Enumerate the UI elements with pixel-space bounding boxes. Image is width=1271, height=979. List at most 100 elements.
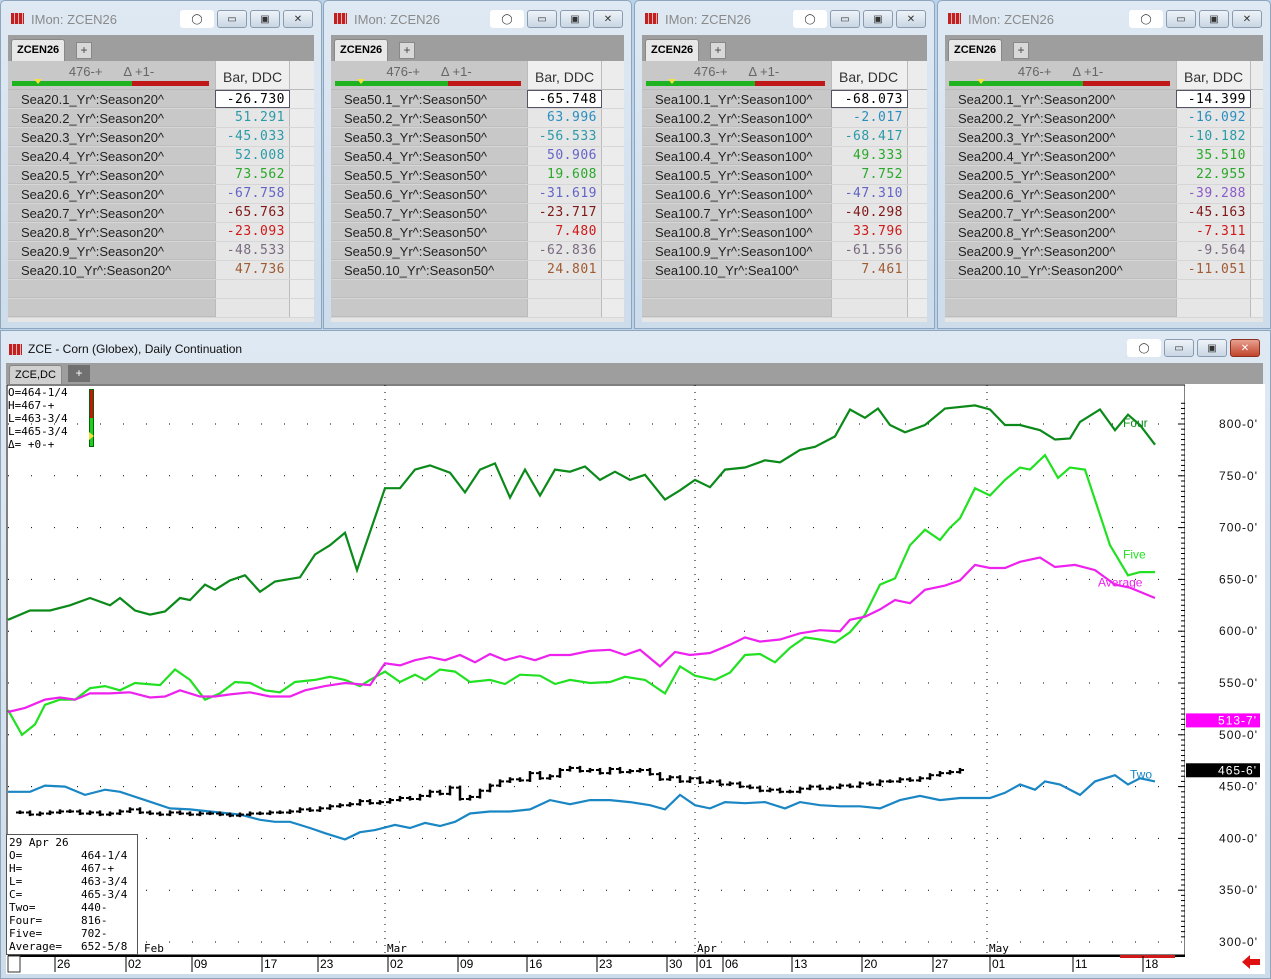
- table-row[interactable]: Sea50.10_Yr^:Season50^ 24.801: [331, 261, 624, 280]
- add-tab-button[interactable]: +: [1013, 42, 1029, 59]
- tab-zce-dc[interactable]: ZCE,DC: [9, 365, 62, 384]
- add-tab-button[interactable]: +: [68, 365, 90, 382]
- circle-icon: ◯: [191, 13, 203, 25]
- minimize-button[interactable]: ▭: [1164, 339, 1194, 357]
- table-row[interactable]: Sea20.8_Yr^:Season20^ -23.093: [8, 223, 314, 242]
- table-row[interactable]: Sea100.6_Yr^:Season100^ -47.310: [642, 185, 927, 204]
- study-name: Sea200.8_Yr^:Season200^: [945, 223, 1176, 241]
- table-row[interactable]: Sea20.2_Yr^:Season20^ 51.291: [8, 109, 314, 128]
- symbol-header[interactable]: 476-+ Δ +1-: [642, 61, 831, 89]
- table-row[interactable]: Sea200.8_Yr^:Season200^ -7.311: [945, 223, 1263, 242]
- table-row[interactable]: Sea20.9_Yr^:Season20^ -48.533: [8, 242, 314, 261]
- tab-zcen26[interactable]: ZCEN26: [334, 39, 389, 61]
- table-row[interactable]: Sea200.7_Yr^:Season200^ -45.163: [945, 204, 1263, 223]
- table-row[interactable]: Sea200.9_Yr^:Season200^ -9.564: [945, 242, 1263, 261]
- table-row[interactable]: Sea20.10_Yr^:Season20^ 47.736: [8, 261, 314, 280]
- table-row[interactable]: Sea100.7_Yr^:Season100^ -40.298: [642, 204, 927, 223]
- grid-header: 476-+ Δ +1- Bar, DDC: [642, 61, 927, 90]
- maximize-button[interactable]: ▣: [1199, 10, 1229, 28]
- table-row[interactable]: Sea50.7_Yr^:Season50^ -23.717: [331, 204, 624, 223]
- link-button[interactable]: ◯: [1129, 10, 1163, 28]
- tab-zcen26[interactable]: ZCEN26: [948, 39, 1003, 61]
- table-row[interactable]: Sea50.3_Yr^:Season50^ -56.533: [331, 128, 624, 147]
- study-name: Sea100.10_Yr^:Sea100^: [642, 261, 831, 279]
- table-row[interactable]: Sea100.4_Yr^:Season100^ 49.333: [642, 147, 927, 166]
- close-button[interactable]: ✕: [283, 10, 313, 28]
- table-row[interactable]: Sea20.4_Yr^:Season20^ 52.008: [8, 147, 314, 166]
- column-header[interactable]: Bar, DDC: [1176, 61, 1251, 89]
- table-row[interactable]: Sea50.4_Yr^:Season50^ 50.906: [331, 147, 624, 166]
- table-row[interactable]: Sea100.2_Yr^:Season100^ -2.017: [642, 109, 927, 128]
- scroll-handle[interactable]: [7, 955, 21, 973]
- table-row[interactable]: Sea100.9_Yr^:Season100^ -61.556: [642, 242, 927, 261]
- table-row[interactable]: Sea50.2_Yr^:Season50^ 63.996: [331, 109, 624, 128]
- link-button[interactable]: ◯: [1127, 339, 1161, 357]
- price-bar: [276, 810, 284, 815]
- table-row[interactable]: Sea50.1_Yr^:Season50^ -65.748: [331, 90, 624, 109]
- header-price: 476-+: [386, 64, 420, 79]
- minimize-icon: ▭: [1174, 342, 1184, 354]
- price-chart[interactable]: 300-0' 350-0' 400-0' 450-0' 500-0' 550-0' 600-…: [0, 384, 1271, 979]
- table-row[interactable]: Sea50.5_Yr^:Season50^ 19.608: [331, 166, 624, 185]
- price-bar: [256, 811, 264, 816]
- table-row[interactable]: Sea20.6_Yr^:Season20^ -67.758: [8, 185, 314, 204]
- close-button[interactable]: ✕: [1230, 339, 1260, 357]
- maximize-button[interactable]: ▣: [560, 10, 590, 28]
- table-row[interactable]: Sea200.5_Yr^:Season200^ 22.955: [945, 166, 1263, 185]
- empty-row: [642, 280, 927, 299]
- link-button[interactable]: ◯: [180, 10, 214, 28]
- column-header[interactable]: Bar, DDC: [831, 61, 908, 89]
- price-bar: [86, 810, 94, 816]
- table-row[interactable]: Sea100.5_Yr^:Season100^ 7.752: [642, 166, 927, 185]
- data-value: 464-1/4: [81, 849, 128, 862]
- tab-zcen26[interactable]: ZCEN26: [11, 39, 66, 61]
- column-header[interactable]: Bar, DDC: [215, 61, 290, 89]
- symbol-header[interactable]: 476-+ Δ +1-: [8, 61, 215, 89]
- minimize-button[interactable]: ▭: [217, 10, 247, 28]
- table-row[interactable]: Sea50.9_Yr^:Season50^ -62.836: [331, 242, 624, 261]
- minimize-button[interactable]: ▭: [527, 10, 557, 28]
- table-row[interactable]: Sea100.3_Yr^:Season100^ -68.417: [642, 128, 927, 147]
- meter-pointer-icon: [89, 432, 94, 440]
- close-button[interactable]: ✕: [1232, 10, 1262, 28]
- close-button[interactable]: ✕: [593, 10, 623, 28]
- table-row[interactable]: Sea20.3_Yr^:Season20^ -45.033: [8, 128, 314, 147]
- study-name: Sea100.4_Yr^:Season100^: [642, 147, 831, 165]
- symbol-header[interactable]: 476-+ Δ +1-: [331, 61, 527, 89]
- table-row[interactable]: Sea20.5_Yr^:Season20^ 73.562: [8, 166, 314, 185]
- table-row[interactable]: Sea100.10_Yr^:Sea100^ 7.461: [642, 261, 927, 280]
- add-tab-button[interactable]: +: [710, 42, 726, 59]
- link-button[interactable]: ◯: [793, 10, 827, 28]
- table-row[interactable]: Sea200.6_Yr^:Season200^ -39.288: [945, 185, 1263, 204]
- table-row[interactable]: Sea200.4_Yr^:Season200^ 35.510: [945, 147, 1263, 166]
- table-row[interactable]: Sea100.1_Yr^:Season100^ -68.073: [642, 90, 927, 109]
- table-row[interactable]: Sea50.6_Yr^:Season50^ -31.619: [331, 185, 624, 204]
- price-bar: [456, 785, 464, 801]
- tab-zcen26[interactable]: ZCEN26: [645, 39, 700, 61]
- close-button[interactable]: ✕: [896, 10, 926, 28]
- minimize-button[interactable]: ▭: [830, 10, 860, 28]
- maximize-icon: ▣: [873, 13, 883, 25]
- column-header[interactable]: Bar, DDC: [527, 61, 602, 89]
- series-label: Two: [1130, 767, 1152, 781]
- maximize-button[interactable]: ▣: [863, 10, 893, 28]
- table-row[interactable]: Sea20.1_Yr^:Season20^ -26.730: [8, 90, 314, 109]
- table-row[interactable]: Sea100.8_Yr^:Season100^ 33.796: [642, 223, 927, 242]
- study-name: Sea50.6_Yr^:Season50^: [331, 185, 527, 203]
- scroll-right-arrow-icon[interactable]: [1242, 955, 1260, 969]
- table-row[interactable]: Sea200.3_Yr^:Season200^ -10.182: [945, 128, 1263, 147]
- table-row[interactable]: Sea200.2_Yr^:Season200^ -16.092: [945, 109, 1263, 128]
- maximize-button[interactable]: ▣: [250, 10, 280, 28]
- table-row[interactable]: Sea20.7_Yr^:Season20^ -65.763: [8, 204, 314, 223]
- price-bar: [636, 767, 644, 773]
- maximize-button[interactable]: ▣: [1197, 339, 1227, 357]
- price-bar: [206, 811, 214, 816]
- minimize-button[interactable]: ▭: [1166, 10, 1196, 28]
- add-tab-button[interactable]: +: [76, 42, 92, 59]
- link-button[interactable]: ◯: [490, 10, 524, 28]
- table-row[interactable]: Sea200.1_Yr^:Season200^ -14.399: [945, 90, 1263, 109]
- table-row[interactable]: Sea200.10_Yr^:Season200^ -11.051: [945, 261, 1263, 280]
- add-tab-button[interactable]: +: [399, 42, 415, 59]
- table-row[interactable]: Sea50.8_Yr^:Season50^ 7.480: [331, 223, 624, 242]
- symbol-header[interactable]: 476-+ Δ +1-: [945, 61, 1176, 89]
